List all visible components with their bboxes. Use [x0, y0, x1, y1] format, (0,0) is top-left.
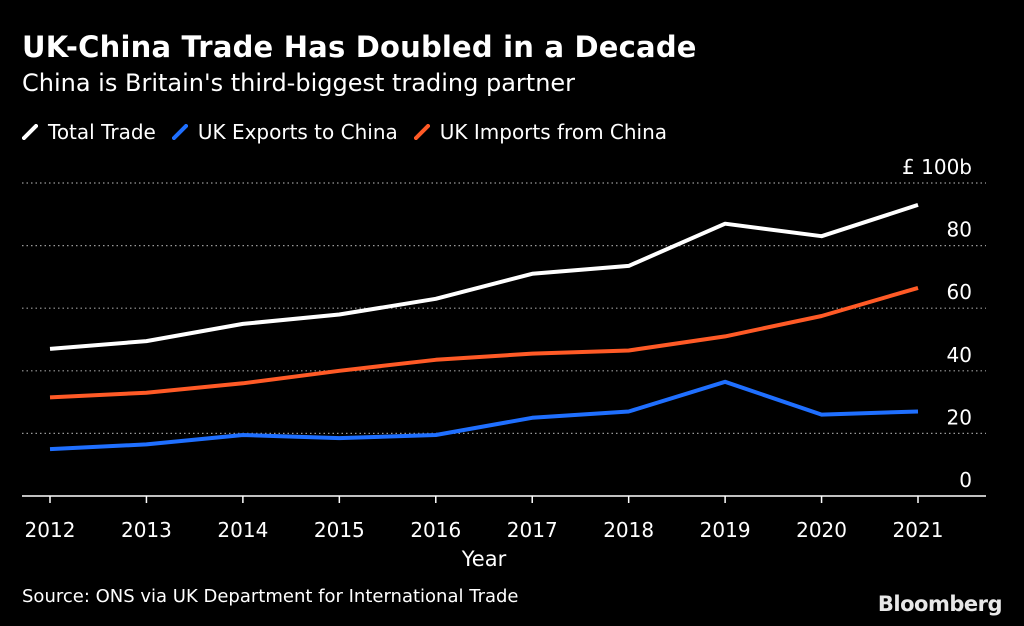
legend-label-total-trade: Total Trade [48, 120, 156, 144]
y-tick-label-60: 60 [947, 280, 972, 304]
x-tick-label-2017: 2017 [507, 518, 558, 542]
y-tick-label-20: 20 [947, 405, 972, 429]
x-tick-label-2021: 2021 [893, 518, 944, 542]
legend: Total Trade UK Exports to China UK Impor… [22, 118, 683, 146]
x-tick-label-2018: 2018 [603, 518, 654, 542]
y-tick-label-40: 40 [947, 343, 972, 367]
x-tick-label-2016: 2016 [410, 518, 461, 542]
legend-swatch-total-trade [22, 124, 38, 140]
legend-item-total-trade: Total Trade [22, 120, 156, 144]
series-line-uk-exports-to-china [49, 379, 919, 452]
y-tick-label-80: 80 [947, 218, 972, 242]
legend-swatch-uk-imports [413, 124, 430, 140]
legend-label-uk-imports: UK Imports from China [439, 120, 668, 144]
legend-label-uk-exports: UK Exports to China [197, 120, 398, 144]
y-tick-label-100: £ 100b [902, 155, 972, 179]
series-line-uk-imports-from-china [49, 285, 919, 400]
chart-subtitle: China is Britain's third-biggest trading… [22, 69, 576, 97]
x-tick-label-2015: 2015 [314, 518, 365, 542]
legend-item-uk-imports: UK Imports from China [413, 120, 668, 144]
chart-title: UK-China Trade Has Doubled in a Decade [22, 30, 697, 64]
x-tick-label-2019: 2019 [700, 518, 751, 542]
source-note: Source: ONS via UK Department for Intern… [22, 586, 519, 607]
x-tick-label-2013: 2013 [121, 518, 172, 542]
x-axis-title: Year [461, 547, 507, 571]
y-tick-label-0: 0 [959, 468, 972, 492]
legend-item-uk-exports: UK Exports to China [171, 120, 398, 144]
bloomberg-logo: Bloomberg [877, 592, 1003, 616]
x-tick-label-2014: 2014 [217, 518, 268, 542]
legend-swatch-uk-exports [171, 124, 188, 140]
x-tick-label-2012: 2012 [25, 518, 76, 542]
series-line-total-trade [49, 202, 919, 351]
x-tick-label-2020: 2020 [796, 518, 847, 542]
